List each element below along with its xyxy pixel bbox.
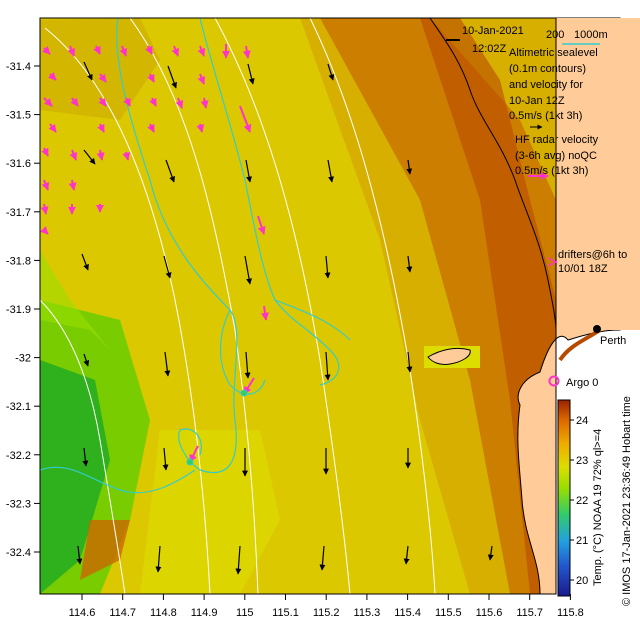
- altimetry-line-3: and velocity for: [509, 79, 583, 91]
- colorbar-tick-label: 22: [576, 495, 588, 507]
- altimetry-velocity-arrows: [76, 61, 494, 575]
- drifter-line-1: drifters@6h to: [558, 249, 627, 261]
- y-tick-label: -31.6: [6, 158, 31, 170]
- hf-line-1: HF radar velocity: [515, 134, 599, 146]
- x-tick-label: 115.1: [272, 607, 299, 619]
- y-tick-label: -31.8: [6, 255, 31, 267]
- colorbar: [557, 399, 571, 597]
- y-tick-label: -32.1: [6, 401, 31, 413]
- hf-radar-arrows: [40, 44, 269, 463]
- y-tick-label: -32.3: [6, 498, 31, 510]
- y-tick-label: -32.2: [6, 450, 31, 462]
- altimetry-contours: [40, 18, 351, 494]
- map-date: 10-Jan-2021: [462, 25, 524, 37]
- altimetry-line-5: 0.5m/s (1kt 3h): [509, 110, 582, 122]
- argo-label: Argo 0: [566, 377, 598, 389]
- land-east: [556, 18, 640, 330]
- y-axis: -31.4 -31.5 -31.6 -31.7 -31.8 -31.9 -32 -32.1 -3…: [6, 61, 40, 559]
- drifter-points: [186, 389, 248, 466]
- y-tick-label: -31.4: [6, 61, 31, 73]
- plot-frame: [39, 17, 557, 595]
- bathy-label-200: 200: [546, 29, 564, 41]
- sst-contours: [40, 18, 436, 594]
- coastline: [429, 17, 557, 331]
- x-tick-label: 115.6: [476, 607, 503, 619]
- y-tick-label: -32: [15, 353, 31, 365]
- x-tick-label: 115.8: [557, 607, 584, 619]
- altimetry-line-4: 10-Jan 12Z: [509, 95, 565, 107]
- colorbar-tick-label: 20: [576, 575, 588, 587]
- x-tick-label: 114.6: [69, 607, 96, 619]
- colorbar-label: Temp. (°C) NOAA 19 72% ql>=4: [592, 429, 604, 586]
- drifter-legend-icon: [547, 257, 558, 267]
- colorbar-tick-label: 21: [576, 535, 588, 547]
- x-tick-label: 115.2: [313, 607, 340, 619]
- colorbar-tick-label: 23: [576, 455, 588, 467]
- altimetry-line-1: Altimetric sealevel: [509, 47, 598, 59]
- x-tick-label: 114.8: [150, 607, 177, 619]
- x-axis: 114.6 114.7 114.8 114.9 115 115.1 115.2 115.3 11…: [69, 594, 584, 619]
- credit-text: © IMOS 17-Jan-2021 23:36:49 Hobart time: [621, 396, 633, 606]
- y-tick-label: -31.7: [6, 207, 31, 219]
- y-tick-label: -31.5: [6, 110, 31, 122]
- colorbar-tick-label: 24: [576, 415, 588, 427]
- bathy-label-1000: 1000m: [574, 29, 608, 41]
- map-time: 12:02Z: [472, 43, 507, 55]
- y-tick-label: -32.4: [6, 547, 31, 559]
- x-tick-label: 115.7: [516, 607, 543, 619]
- x-tick-label: 114.9: [191, 607, 218, 619]
- x-tick-label: 115.5: [435, 607, 462, 619]
- drifter-line-2: 10/01 18Z: [558, 263, 608, 275]
- perth-marker: [593, 325, 601, 333]
- colorbar-ticks: 24 23 22 21 20: [570, 415, 588, 587]
- x-tick-label: 115: [236, 607, 254, 619]
- hf-line-3: 0.5m/s (1kt 3h): [515, 165, 588, 177]
- x-tick-label: 115.3: [354, 607, 381, 619]
- hf-line-2: (3-6h avg) noQC: [515, 150, 597, 162]
- rottnest-land: [427, 347, 471, 365]
- perth-label: Perth: [600, 335, 626, 347]
- sst-field: [40, 18, 556, 594]
- y-tick-label: -31.9: [6, 304, 31, 316]
- x-tick-label: 115.4: [394, 607, 421, 619]
- altimetry-line-2: (0.1m contours): [509, 63, 586, 75]
- argo-marker: [548, 375, 560, 387]
- x-tick-label: 114.7: [109, 607, 136, 619]
